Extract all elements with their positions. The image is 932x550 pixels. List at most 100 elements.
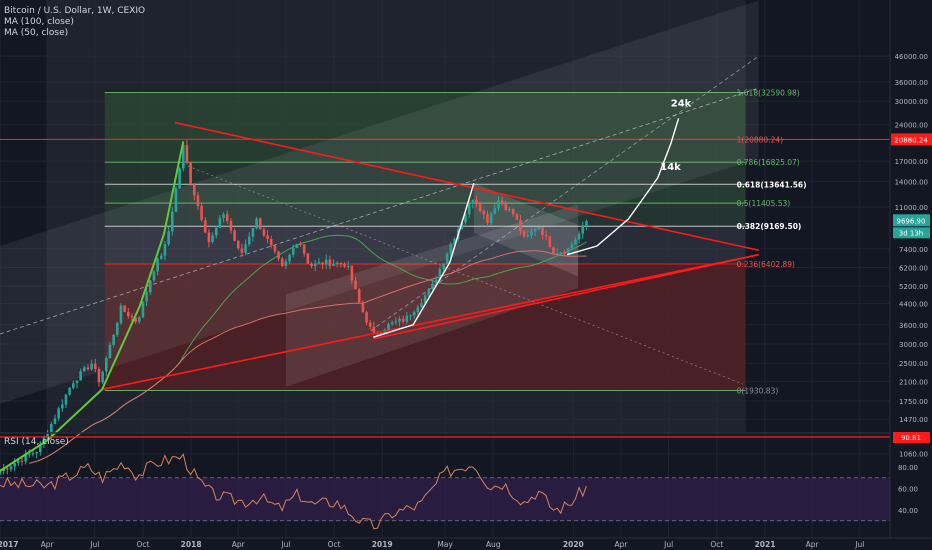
rsi-value-tag — [893, 432, 930, 443]
candle-body — [581, 225, 585, 234]
candle-body — [401, 318, 405, 322]
candle-body — [475, 199, 478, 203]
candle-body — [244, 244, 247, 253]
candle-body — [57, 408, 60, 419]
candle-body — [515, 214, 519, 220]
candle-body — [288, 254, 291, 262]
candle-body — [471, 199, 475, 204]
candle-body — [493, 208, 497, 214]
fib-zone — [104, 92, 746, 140]
candle-body — [313, 263, 317, 267]
fib-label: 1.618(32590.98) — [737, 88, 800, 97]
time-tick-label: Jul — [854, 540, 864, 549]
candle-body — [280, 258, 284, 266]
ma50-legend[interactable]: MA (50, close) — [4, 28, 68, 38]
candle-body — [478, 202, 482, 211]
fib-label: 0.382(9169.50) — [737, 222, 802, 231]
time-tick-label: Apr — [806, 540, 820, 549]
time-tick-label: Apr — [41, 540, 55, 549]
candle-body — [445, 253, 449, 264]
candle-body — [566, 248, 570, 254]
candle-body — [530, 231, 533, 236]
candle-body — [405, 315, 409, 322]
time-tick-label: Oct — [710, 540, 723, 549]
time-axis[interactable]: 2017 Apr Jul Oct 2018 Apr Jul Oct 2019 May Aug 2020… — [0, 537, 932, 550]
countdown-tag — [893, 227, 930, 239]
candle-body — [357, 289, 361, 303]
candle-body — [50, 423, 53, 434]
candle-body — [148, 280, 152, 293]
channel-midline — [370, 55, 759, 332]
candle-body — [394, 321, 398, 323]
price-tick-label: 2100.00 — [899, 379, 928, 387]
candle-body — [335, 262, 339, 264]
candle-body — [203, 220, 207, 233]
candle-body — [390, 322, 394, 325]
candle-body — [72, 383, 75, 388]
fib-zone — [104, 139, 746, 163]
fib-zone — [104, 226, 746, 265]
price-tick-label: 7400.00 — [899, 246, 928, 254]
time-tick-label: Jul — [89, 540, 99, 549]
candle-body — [563, 252, 566, 254]
price-axis[interactable]: 46000.00 36000.00 30000.00 24000.00 17000.00… — [889, 0, 932, 550]
symbol-title[interactable]: Bitcoin / U.S. Dollar, 1W, CEXIO — [4, 6, 145, 16]
candle-body — [442, 263, 445, 270]
candle-body — [522, 231, 526, 237]
candle-body — [500, 200, 504, 205]
time-tick-label: Jul — [280, 540, 290, 549]
inner-channel — [285, 204, 579, 387]
level-tag — [891, 133, 932, 146]
price-tick-label: 46000.00 — [895, 53, 928, 61]
candle-body — [585, 221, 588, 226]
price-channel — [0, 0, 759, 404]
candle-body — [519, 219, 522, 232]
candle-body — [423, 295, 427, 304]
fib-label: 0.5(11405.53) — [737, 199, 791, 208]
channel-drawings — [0, 0, 759, 404]
fib-label: 1(20880.24) — [737, 135, 783, 144]
candle-body — [39, 443, 42, 453]
time-tick-label: Oct — [136, 540, 149, 549]
candle-body — [6, 468, 9, 470]
candle-body — [13, 463, 16, 467]
price-tick-label: 3600.00 — [899, 322, 928, 330]
candle-body — [152, 271, 156, 281]
candle-body — [130, 316, 134, 318]
rsi-tick-label: 40.00 — [898, 507, 918, 515]
candle-body — [398, 318, 401, 322]
candle-body — [156, 258, 159, 272]
candle-body — [321, 262, 324, 265]
candle-body — [105, 358, 108, 372]
annotation-24k: 24k — [671, 99, 692, 110]
candle-body — [350, 265, 354, 281]
support-line-2 — [373, 253, 759, 340]
ma100-legend[interactable]: MA (100, close) — [4, 17, 74, 27]
candle-body — [460, 222, 464, 230]
last-price-text: 9696.90 — [897, 217, 926, 225]
wedge-zone — [473, 183, 579, 277]
candle-body — [20, 460, 24, 462]
price-tick-label: 17000.00 — [895, 158, 928, 166]
candle-body — [354, 280, 357, 290]
fib-label: 0.618(13641.56) — [737, 180, 807, 189]
candle-body — [438, 269, 442, 280]
price-tick-label: 36000.00 — [895, 79, 928, 87]
candle-body — [247, 236, 251, 245]
candle-body — [181, 145, 185, 169]
candle-body — [31, 453, 35, 455]
candle-body — [167, 231, 170, 245]
candle-body — [137, 317, 141, 322]
candle-body — [504, 204, 508, 211]
ma100-line — [29, 250, 587, 464]
candle-body — [222, 214, 225, 219]
time-tick-label: Jul — [663, 540, 673, 549]
fibonacci-labels: 1.618(32590.98) 1(20880.24) 0.786(16825.07… — [737, 88, 807, 395]
candle-body — [570, 244, 574, 249]
candle-body — [266, 235, 269, 240]
rsi-legend[interactable]: RSI (14, close) — [4, 437, 69, 447]
candle-body — [291, 248, 295, 255]
candle-body — [86, 367, 90, 370]
candle-body — [464, 214, 467, 223]
